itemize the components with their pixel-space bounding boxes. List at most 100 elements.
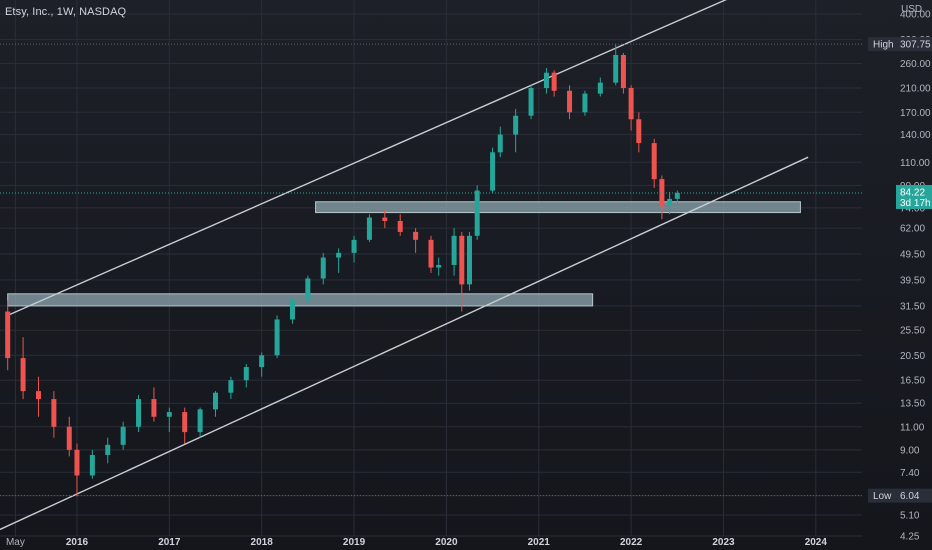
candle-body: [105, 444, 111, 456]
candle: [582, 90, 588, 116]
x-tick-label: 2022: [620, 537, 643, 548]
y-tick-label: 62.00: [900, 224, 925, 235]
candle-body: [636, 119, 642, 144]
candle-body: [551, 72, 557, 91]
candle: [659, 175, 665, 220]
candle-body: [366, 217, 372, 240]
candle-body: [651, 143, 657, 180]
candle: [613, 44, 619, 86]
candle: [513, 108, 519, 153]
candle: [35, 376, 41, 417]
last-price-bg: [896, 184, 932, 209]
candle: [651, 138, 657, 188]
candle-body: [528, 88, 534, 116]
candle: [197, 407, 203, 438]
low-price-tag-label-bg: [868, 488, 896, 503]
candle: [413, 228, 419, 253]
candle: [228, 376, 234, 400]
candle: [259, 352, 265, 377]
candle-body: [474, 190, 480, 236]
high-price-tag-value: 307.75: [900, 40, 931, 51]
y-tick-label: 140.00: [900, 130, 931, 141]
candle-body: [582, 93, 588, 113]
candle-body: [89, 455, 95, 476]
candle-body: [51, 399, 57, 427]
support-zone-lower[interactable]: [7, 293, 594, 307]
candle: [474, 185, 480, 240]
candle-body: [466, 235, 472, 285]
candle-body: [166, 412, 172, 417]
candle-body: [5, 311, 11, 359]
low-price-tag-value: 6.04: [900, 491, 920, 502]
time-axis[interactable]: May 2016 2017 2018 2019 2020 2021 2022 2023 2024: [6, 537, 827, 548]
candle-body: [628, 88, 634, 120]
candle-body: [320, 257, 326, 279]
candle-body: [35, 391, 41, 400]
channel-upper-line[interactable]: [7, 0, 762, 317]
candle: [674, 190, 680, 205]
candle: [243, 363, 249, 388]
x-tick-label: 2024: [805, 537, 828, 548]
candle: [151, 387, 157, 422]
candle: [459, 231, 465, 312]
candle: [289, 297, 295, 324]
candle: [451, 228, 457, 276]
candle-body: [136, 399, 142, 427]
candle-body: [66, 426, 72, 450]
candle-body: [213, 392, 218, 410]
candle-body: [182, 412, 188, 433]
y-tick-label: 210.00: [900, 84, 931, 95]
candle: [543, 67, 549, 94]
candle: [74, 443, 80, 497]
candle: [20, 337, 26, 400]
low-price-tag: Low 6.04: [868, 488, 932, 503]
candle: [182, 407, 188, 444]
y-tick-label: 39.50: [900, 275, 925, 286]
y-tick-label: 49.50: [900, 250, 925, 261]
candle-body: [459, 235, 465, 285]
candle-body: [497, 134, 503, 153]
candle: [105, 437, 111, 464]
low-price-tag-label: Low: [873, 491, 892, 502]
candle-body: [243, 367, 249, 381]
candle: [620, 52, 626, 94]
candle-body: [305, 278, 311, 301]
y-tick-label: 5.10: [900, 511, 920, 522]
y-tick-label: 4.25: [900, 532, 920, 543]
currency-label: USD: [901, 4, 923, 15]
candle-body: [336, 252, 342, 258]
candle-body: [674, 192, 680, 199]
resistance-zone-upper[interactable]: [315, 201, 801, 214]
candle-body: [382, 217, 388, 221]
candle: [120, 421, 126, 450]
support-resistance-zones[interactable]: [7, 201, 801, 307]
candle-body: [120, 426, 126, 445]
candle: [528, 85, 534, 120]
candle: [551, 70, 557, 97]
high-price-tag: High 307.75: [868, 37, 932, 52]
price-axis[interactable]: 400.00320.00260.00210.00170.00140.00110.…: [900, 10, 931, 543]
candle-body: [659, 179, 665, 207]
candlestick-series: [5, 44, 680, 497]
high-price-tag-value-bg: [896, 37, 932, 52]
x-tick-label: 2016: [66, 537, 89, 548]
candle-body: [289, 300, 295, 320]
candle-body: [197, 409, 203, 433]
symbol-title[interactable]: Etsy, Inc., 1W, NASDAQ: [5, 6, 127, 18]
candle-body: [74, 449, 80, 476]
trend-channel[interactable]: [0, 0, 809, 531]
candle-body: [667, 198, 673, 207]
candle-body: [259, 355, 265, 368]
low-price-tag-value-bg: [896, 488, 932, 503]
channel-lower-line[interactable]: [0, 156, 809, 531]
candle: [305, 275, 311, 305]
high-price-tag-label-bg: [868, 37, 896, 52]
y-tick-label: 25.50: [900, 326, 925, 337]
candle: [636, 112, 642, 153]
y-tick-label: 110.00: [900, 158, 930, 169]
candle: [366, 214, 372, 242]
x-tick-label: 2017: [158, 537, 181, 548]
